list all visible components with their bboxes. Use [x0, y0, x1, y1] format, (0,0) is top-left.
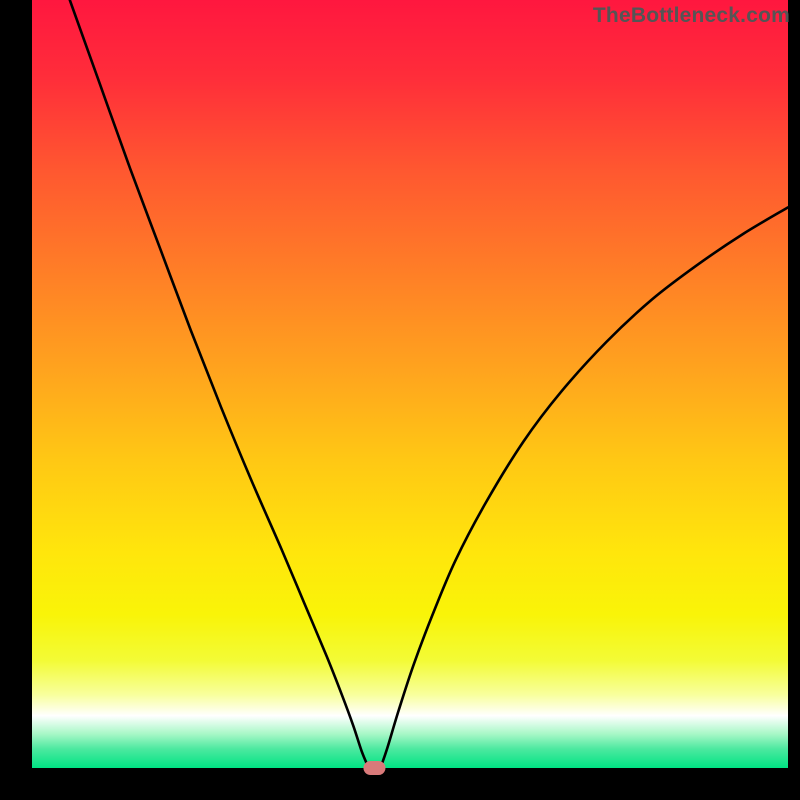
watermark-text: TheBottleneck.com: [593, 4, 790, 28]
bottleneck-chart: [0, 0, 800, 800]
plot-area: [32, 0, 788, 768]
chart-container: TheBottleneck.com: [0, 0, 800, 800]
optimum-marker: [363, 761, 385, 775]
